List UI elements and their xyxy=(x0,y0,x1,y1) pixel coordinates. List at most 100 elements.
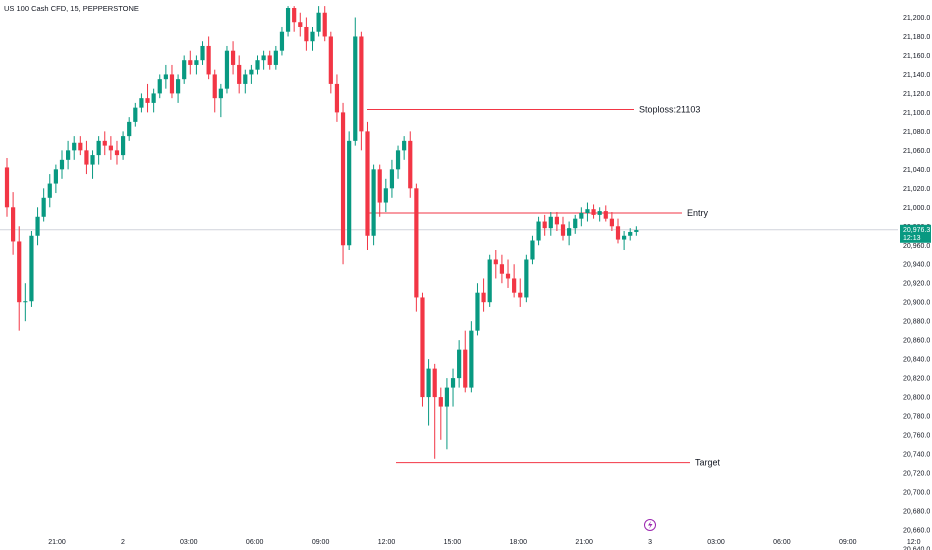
x-tick-label: 06:00 xyxy=(773,539,791,546)
candle-body xyxy=(145,98,150,103)
candle-body xyxy=(102,140,107,146)
y-tick-label: 21,000.0 xyxy=(903,205,930,212)
candle-body xyxy=(267,55,272,65)
candle-body xyxy=(175,79,181,94)
candle-body xyxy=(347,140,352,246)
candle-body xyxy=(371,169,376,236)
y-tick-label: 20,700.0 xyxy=(903,489,930,496)
candle-body xyxy=(499,264,505,274)
candle-body xyxy=(524,259,529,298)
x-tick-label: 06:00 xyxy=(246,539,264,546)
y-tick-label: 20,880.0 xyxy=(903,319,930,326)
candle-body xyxy=(182,60,187,80)
candle-body xyxy=(469,330,474,388)
y-tick-label: 20,640.0 xyxy=(903,546,930,550)
candle-body xyxy=(230,50,236,65)
level-label-0: Stoploss:21103 xyxy=(639,105,700,115)
candle-body xyxy=(273,50,278,65)
candle-body xyxy=(237,64,242,84)
candle-body xyxy=(127,121,132,137)
candle-body xyxy=(334,83,340,113)
candle-body xyxy=(432,368,437,398)
x-tick-label: 21:00 xyxy=(575,539,593,546)
y-tick-label: 20,840.0 xyxy=(903,357,930,364)
candle-body xyxy=(328,36,333,84)
lightning-icon[interactable] xyxy=(644,519,656,531)
candle-body xyxy=(493,259,498,265)
candle-body xyxy=(249,69,254,75)
y-tick-label: 21,140.0 xyxy=(903,72,930,79)
y-tick-label: 21,100.0 xyxy=(903,110,930,117)
candle-body xyxy=(609,218,614,227)
candle-body xyxy=(66,150,71,160)
candle-body xyxy=(414,188,419,298)
candle-body xyxy=(78,142,83,151)
y-tick-label: 21,060.0 xyxy=(903,148,930,155)
candle-body xyxy=(17,241,22,303)
candle-body xyxy=(560,224,566,236)
x-tick-label: 12:00 xyxy=(378,539,396,546)
candle-body xyxy=(622,235,627,240)
candle-body xyxy=(597,211,602,215)
level-label-1: Entry xyxy=(687,208,709,218)
candle-body xyxy=(133,107,138,122)
candle-body xyxy=(573,218,578,229)
y-tick-label: 20,900.0 xyxy=(903,300,930,307)
current-price-tag xyxy=(900,224,931,243)
y-tick-label: 20,780.0 xyxy=(903,414,930,421)
candle-body xyxy=(481,292,486,303)
candle-body xyxy=(554,216,559,225)
candle-body xyxy=(114,150,120,156)
candle-body xyxy=(304,26,309,42)
candle-body xyxy=(444,387,450,407)
candle-body xyxy=(408,140,413,189)
candle-body xyxy=(285,8,291,32)
candle-body xyxy=(298,22,303,27)
candle-body xyxy=(188,60,193,65)
candle-body xyxy=(615,226,621,240)
candle-body xyxy=(450,378,456,388)
candle-body xyxy=(591,209,596,215)
x-tick-label: 15:00 xyxy=(444,539,462,546)
candle-body xyxy=(322,12,327,37)
y-tick-label: 20,680.0 xyxy=(903,508,930,515)
candle-body xyxy=(41,197,46,217)
candle-body xyxy=(438,397,443,407)
candle-body xyxy=(206,45,211,75)
y-tick-label: 21,120.0 xyxy=(903,91,930,98)
candle-body xyxy=(365,131,370,236)
candle-body xyxy=(359,36,364,132)
x-tick-label: 18:00 xyxy=(510,539,528,546)
x-tick-label: 03:00 xyxy=(707,539,725,546)
candle-body xyxy=(35,216,40,236)
level-label-2: Target xyxy=(695,458,721,468)
candle-body xyxy=(90,155,95,165)
candle-body xyxy=(157,79,162,94)
y-tick-label: 21,180.0 xyxy=(903,34,930,41)
candle-body xyxy=(505,273,511,279)
candle-body xyxy=(194,60,199,65)
candle-body xyxy=(487,259,492,303)
candle-body xyxy=(261,55,266,61)
candle-body xyxy=(567,228,572,236)
y-tick-label: 21,040.0 xyxy=(903,167,930,174)
candle-body xyxy=(279,31,285,51)
candle-body xyxy=(536,221,541,241)
candle-body xyxy=(163,74,168,80)
candle-body xyxy=(420,297,425,398)
y-tick-label: 20,820.0 xyxy=(903,376,930,383)
candle-body xyxy=(512,278,517,293)
candle-body xyxy=(292,8,297,23)
candle-body xyxy=(4,167,10,208)
candle-body xyxy=(402,140,407,151)
y-tick-label: 20,760.0 xyxy=(903,433,930,440)
candle-body xyxy=(548,216,553,229)
x-tick-label: 21:00 xyxy=(48,539,66,546)
candle-body xyxy=(72,142,77,151)
y-tick-label: 20,740.0 xyxy=(903,452,930,459)
current-price-countdown: 12:13 xyxy=(903,235,921,242)
y-tick-label: 21,200.0 xyxy=(903,15,930,22)
candle-body xyxy=(475,292,480,331)
